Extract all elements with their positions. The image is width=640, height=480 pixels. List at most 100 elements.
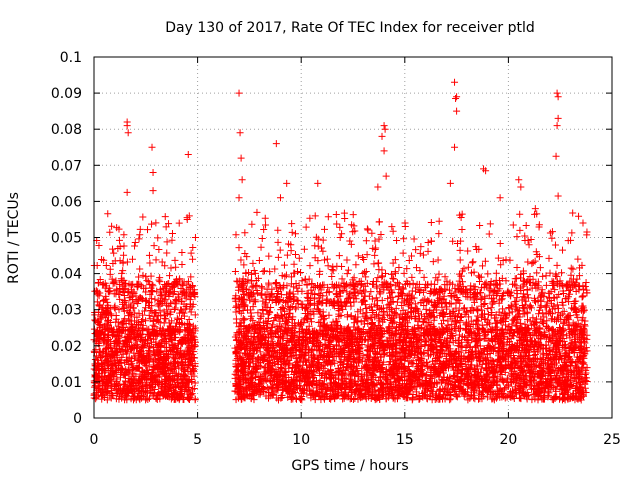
data-point-4442 xyxy=(496,240,504,248)
data-point-1196 xyxy=(189,365,197,373)
data-point-2629 xyxy=(545,254,553,262)
data-point-1320 xyxy=(152,340,160,348)
data-point-1336 xyxy=(131,326,139,334)
data-point-888 xyxy=(139,383,147,391)
data-point-837 xyxy=(172,369,180,377)
data-point-1082 xyxy=(133,313,141,321)
data-point-820 xyxy=(129,363,137,371)
data-point-1426 xyxy=(130,382,138,390)
data-point-1385 xyxy=(116,370,124,378)
data-point-1294 xyxy=(152,219,160,227)
data-point-1416 xyxy=(130,386,138,394)
data-point-3251 xyxy=(274,226,282,234)
data-point-2485 xyxy=(429,258,437,266)
data-point-1303 xyxy=(187,288,195,296)
data-point-936 xyxy=(171,298,179,306)
data-point-4079 xyxy=(435,217,443,225)
data-point-1937 xyxy=(458,226,466,234)
data-point-136 xyxy=(167,308,175,316)
data-point-1923 xyxy=(424,239,432,247)
data-point-1088 xyxy=(102,261,110,269)
data-point-1339 xyxy=(168,393,176,401)
data-point-1004 xyxy=(186,296,194,304)
data-point-1429 xyxy=(102,379,110,387)
data-point-1374 xyxy=(171,359,179,367)
data-point-523 xyxy=(160,331,168,339)
data-point-1240 xyxy=(110,331,118,339)
data-point-3372 xyxy=(319,247,327,255)
data-point-4669 xyxy=(377,230,385,238)
data-point-4214 xyxy=(516,226,524,234)
data-point-2742 xyxy=(574,255,582,263)
data-point-4588 xyxy=(558,269,566,277)
data-point-1131 xyxy=(108,325,116,333)
data-point-1027 xyxy=(145,278,153,286)
data-point-1812 xyxy=(261,214,269,222)
data-point-886 xyxy=(107,310,115,318)
data-point-40 xyxy=(143,277,151,285)
data-point-1382 xyxy=(176,328,184,336)
data-point-1151 xyxy=(136,396,144,404)
data-point-747 xyxy=(167,322,175,330)
data-point-1594 xyxy=(189,243,197,251)
data-point-14 xyxy=(153,287,161,295)
data-point-1237 xyxy=(132,364,140,372)
data-point-3485 xyxy=(306,262,314,270)
data-point-1251 xyxy=(103,396,111,404)
data-point-1871 xyxy=(435,270,443,278)
data-point-1028 xyxy=(142,296,150,304)
data-point-2640 xyxy=(487,304,495,312)
data-point-2808 xyxy=(352,261,360,269)
data-point-1038 xyxy=(119,259,127,267)
data-point-963 xyxy=(129,362,137,370)
data-point-1242 xyxy=(148,325,156,333)
data-point-1138 xyxy=(172,263,180,271)
data-point-1423 xyxy=(119,371,127,379)
data-point-873 xyxy=(156,299,164,307)
data-point-600 xyxy=(148,220,156,228)
data-point-4321 xyxy=(255,256,263,264)
data-point-3459 xyxy=(364,226,372,234)
data-point-386 xyxy=(123,357,131,365)
data-point-1044 xyxy=(106,270,114,278)
data-point-703 xyxy=(168,236,176,244)
data-point-3173 xyxy=(362,304,370,312)
data-point-1292 xyxy=(111,305,119,313)
data-point-3900 xyxy=(408,273,416,281)
data-point-1113 xyxy=(161,330,169,338)
data-point-1281 xyxy=(140,284,148,292)
data-point-252 xyxy=(148,295,156,303)
data-point-697 xyxy=(146,281,154,289)
data-point-72 xyxy=(152,256,160,264)
data-point-921 xyxy=(105,288,113,296)
data-point-1342 xyxy=(135,376,143,384)
data-point-296 xyxy=(189,255,197,263)
data-point-859 xyxy=(165,220,173,228)
data-point-1254 xyxy=(120,317,128,325)
data-point-3892 xyxy=(248,220,256,228)
data-point-193 xyxy=(139,213,147,221)
data-point-1263 xyxy=(143,366,151,374)
data-point-1238 xyxy=(175,219,183,227)
data-point-1164 xyxy=(157,347,165,355)
data-point-1397 xyxy=(104,301,112,309)
data-point-544 xyxy=(135,235,143,243)
data-point-1276 xyxy=(141,359,149,367)
data-point-1315 xyxy=(169,366,177,374)
data-point-1257 xyxy=(149,383,157,391)
data-point-1324 xyxy=(168,330,176,338)
data-point-1118 xyxy=(104,361,112,369)
data-point-2989 xyxy=(419,251,427,259)
data-point-1219 xyxy=(141,307,149,315)
data-point-604 xyxy=(142,288,150,296)
data-point-1900 xyxy=(288,220,296,228)
data-point-1077 xyxy=(108,222,116,230)
data-point-1408 xyxy=(156,306,164,314)
data-point-2686 xyxy=(363,225,371,233)
data-point-821 xyxy=(104,317,112,325)
data-point-1255 xyxy=(123,349,131,357)
data-point-3788 xyxy=(371,237,379,245)
data-point-1428 xyxy=(144,369,152,377)
data-point-1345 xyxy=(181,351,189,359)
data-point-1424 xyxy=(125,361,133,369)
